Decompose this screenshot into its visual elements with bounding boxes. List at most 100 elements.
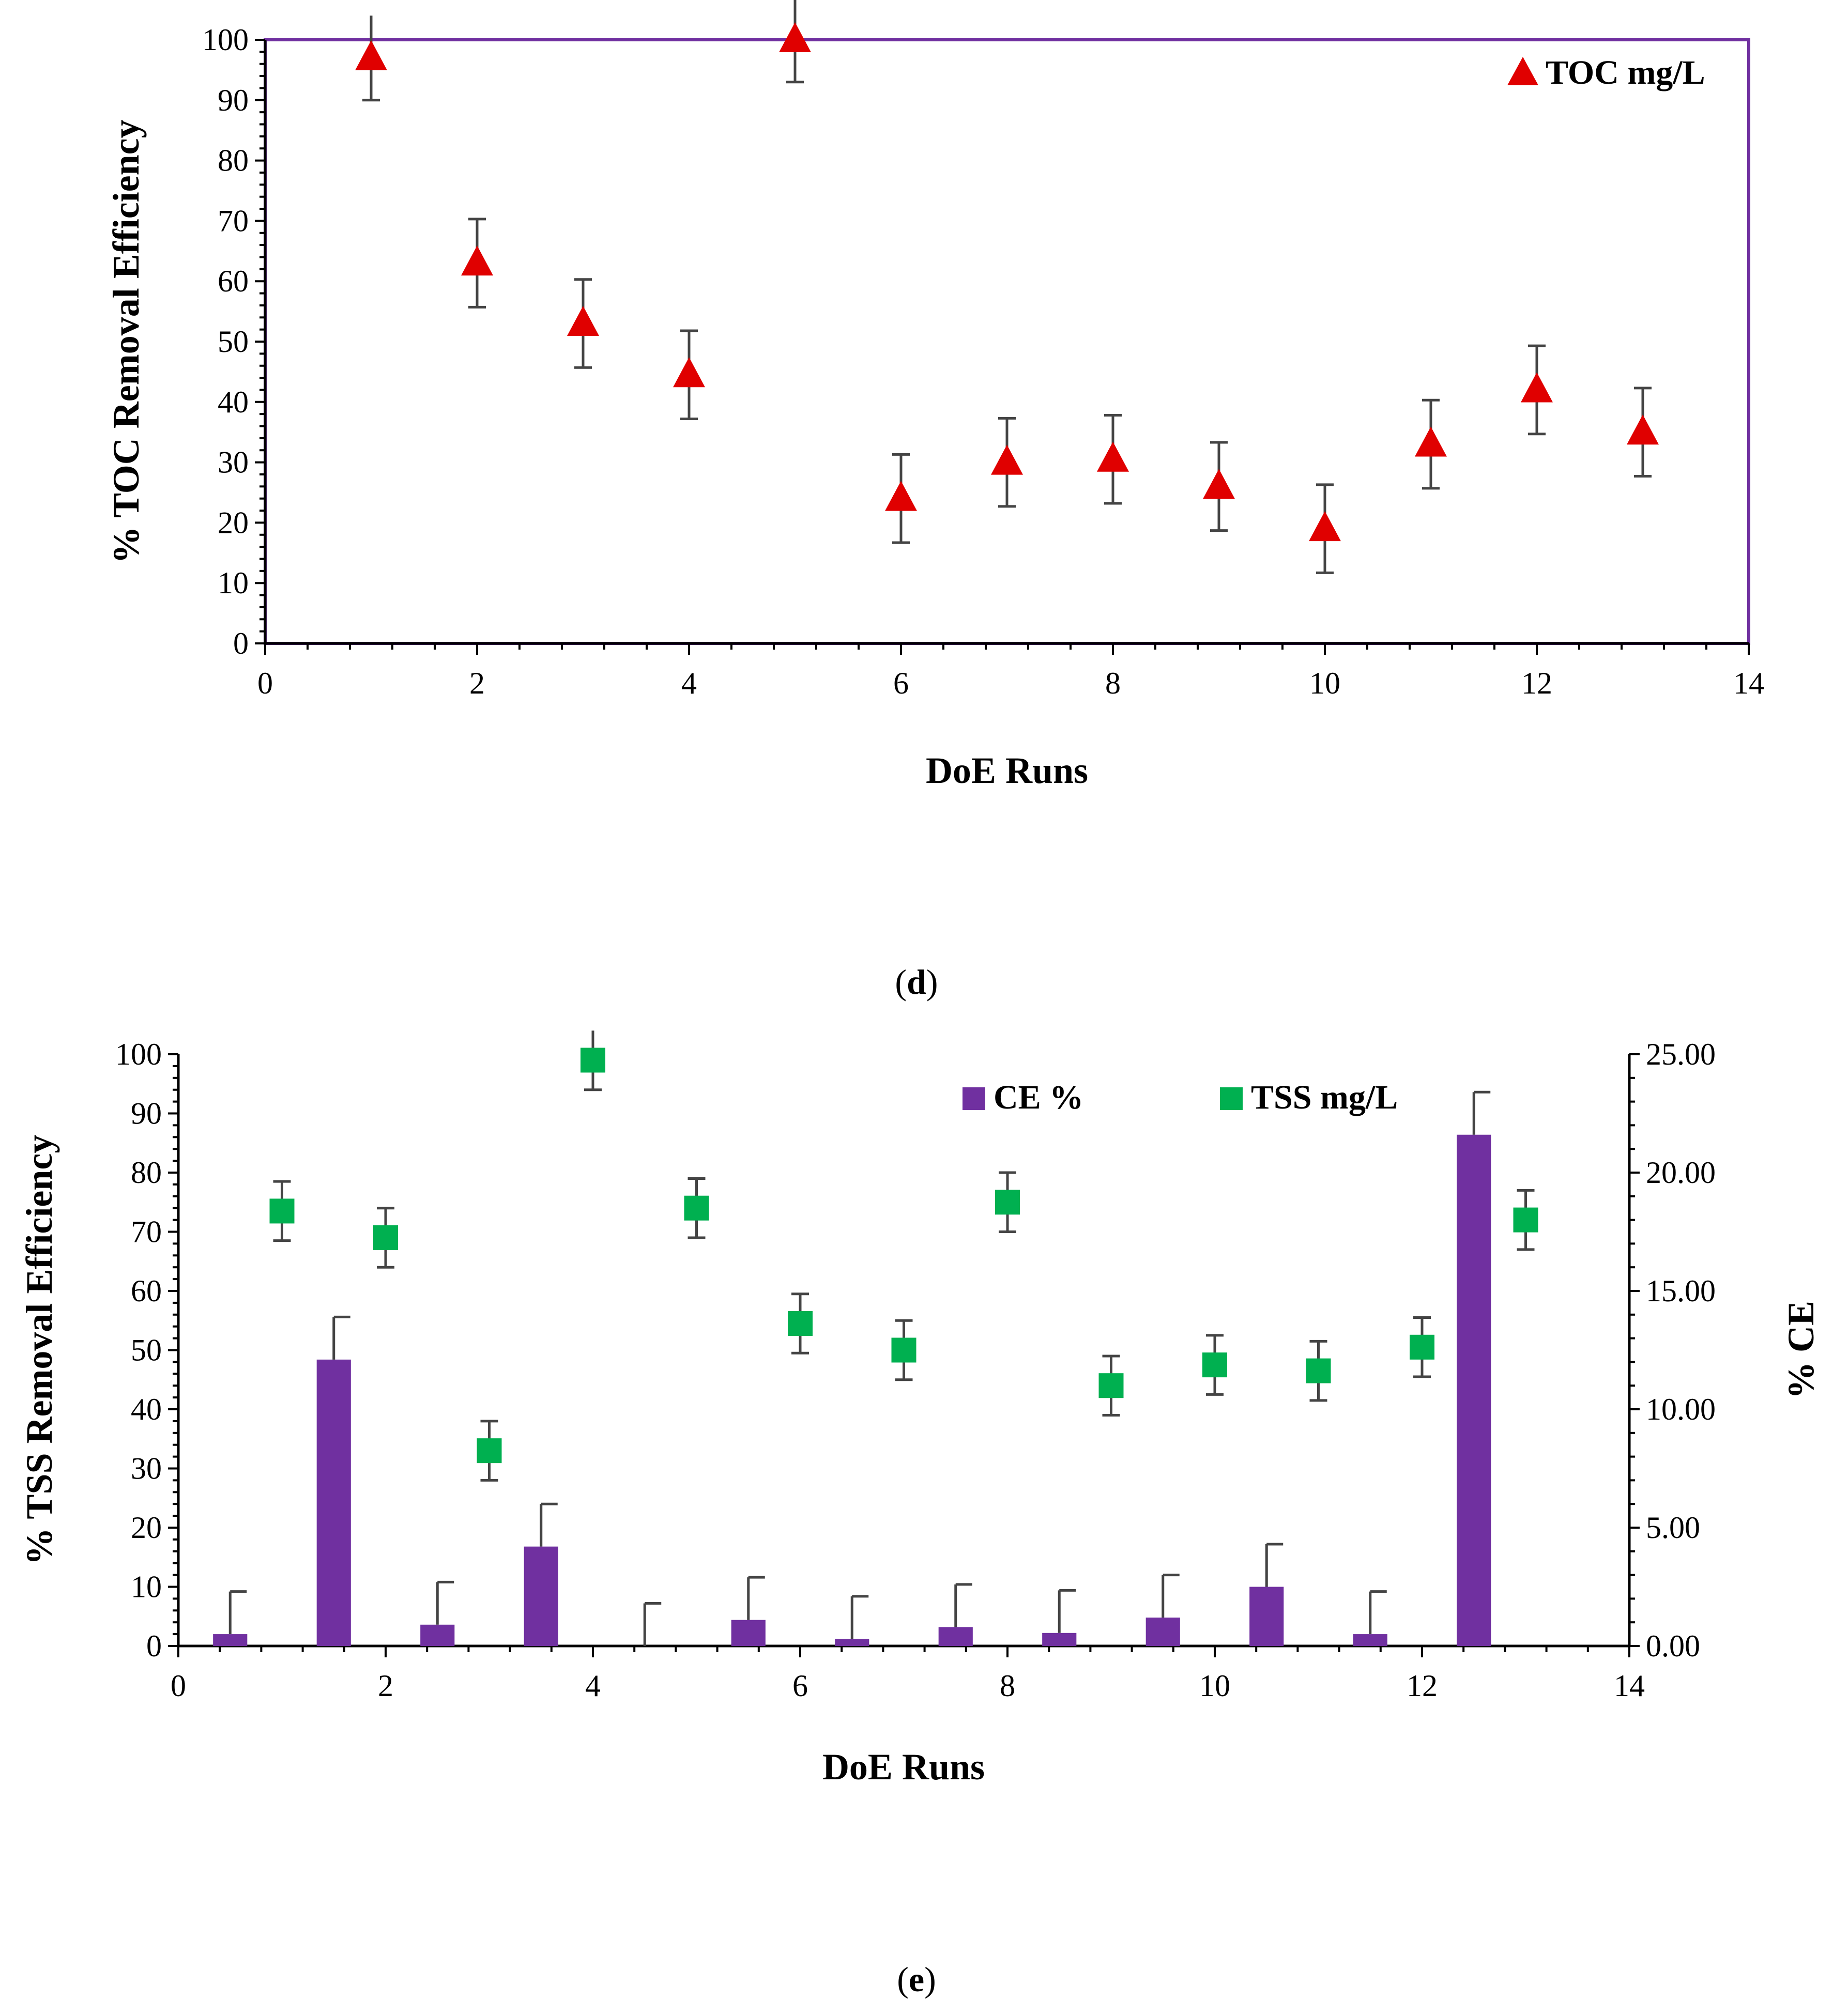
x-tick-label: 10	[1199, 1669, 1230, 1703]
toc-point	[779, 22, 811, 52]
y-tick-label: 20	[131, 1511, 162, 1545]
tss-point	[1410, 1334, 1434, 1360]
x-tick-label: 6	[893, 666, 909, 700]
panel-e-y-axis-title: % TSS Removal Efficiency	[19, 1135, 60, 1565]
panel-e-legend-bar-swatch	[963, 1087, 985, 1110]
y-tick-label: 100	[202, 23, 249, 57]
x-tick-label: 4	[681, 666, 697, 700]
x-tick-label: 12	[1521, 666, 1552, 700]
x-tick-label: 14	[1614, 1669, 1645, 1703]
tss-point	[477, 1438, 502, 1464]
y-tick-label: 40	[218, 385, 249, 419]
x-tick-label: 4	[585, 1669, 601, 1703]
ce-bar	[1042, 1633, 1077, 1646]
panel-d-caption: (d)	[895, 962, 938, 1002]
tss-point	[373, 1225, 398, 1250]
toc-point	[991, 444, 1023, 475]
y2-tick-label: 15.00	[1646, 1274, 1716, 1308]
panel-d-plot-border	[264, 38, 1750, 645]
panel-e-ticks	[168, 1053, 1640, 1657]
y-tick-label: 30	[131, 1452, 162, 1486]
x-tick-label: 12	[1407, 1669, 1438, 1703]
toc-point	[461, 245, 493, 276]
panel-d-tick-labels: 0 10 20 30 40 50 60 70 80 90 100 0 2 4 6 8 10 12 14	[202, 23, 1764, 700]
panel-d-legend-label: TOC mg/L	[1546, 54, 1705, 91]
tss-point	[269, 1198, 295, 1224]
y-tick-label: 40	[131, 1392, 162, 1426]
y-tick-label: 10	[218, 566, 249, 600]
y-tick-label: 60	[131, 1274, 162, 1308]
toc-point	[1097, 441, 1129, 472]
y-tick-label: 0	[146, 1629, 162, 1663]
panel-e-markers	[269, 1048, 1538, 1464]
panel-d-x-axis-title: DoE Runs	[926, 750, 1088, 791]
y-tick-label: 70	[218, 204, 249, 238]
x-tick-label: 0	[171, 1669, 186, 1703]
y2-tick-label: 10.00	[1646, 1392, 1716, 1426]
y-tick-label: 90	[218, 83, 249, 117]
toc-point	[1521, 372, 1553, 403]
tss-point	[891, 1337, 916, 1363]
ce-bar	[524, 1546, 558, 1646]
tss-point	[684, 1195, 709, 1221]
panel-e-legend-label-ce: CE %	[994, 1079, 1083, 1116]
y-tick-label: 100	[115, 1037, 162, 1071]
tss-point	[1098, 1373, 1124, 1398]
y-tick-label: 10	[131, 1570, 162, 1604]
y-tick-label: 30	[218, 445, 249, 480]
panel-e-y2-axis-title: % CE	[1780, 1301, 1822, 1399]
x-tick-label: 0	[257, 666, 273, 700]
tss-point	[995, 1190, 1020, 1215]
panel-e-bars	[213, 1134, 1491, 1646]
toc-point	[567, 305, 599, 336]
panel-e-error-bars	[228, 1030, 1535, 1646]
panel-e: 01020304050607080901000.005.0010.0015.00…	[19, 1030, 1822, 1999]
y-tick-label: 90	[131, 1097, 162, 1131]
tss-point	[788, 1311, 813, 1336]
panel-d-legend-triangle-icon	[1507, 57, 1538, 85]
y-tick-label: 20	[218, 505, 249, 540]
y2-tick-label: 20.00	[1646, 1156, 1716, 1190]
y2-tick-label: 25.00	[1646, 1037, 1716, 1071]
panel-e-legend-label-tss: TSS mg/L	[1251, 1079, 1398, 1116]
tss-point	[1513, 1207, 1538, 1233]
ce-bar	[213, 1634, 248, 1646]
y-tick-label: 70	[131, 1215, 162, 1249]
ce-bar	[1145, 1618, 1180, 1646]
toc-point	[1415, 426, 1447, 457]
panel-d-error-bars	[362, 0, 1652, 574]
tss-point	[1306, 1358, 1331, 1383]
panel-e-legend: CE % TSS mg/L	[963, 1079, 1398, 1116]
panel-d-markers	[355, 22, 1659, 542]
panel-d-ticks	[255, 39, 1750, 655]
ce-bar	[316, 1359, 351, 1646]
toc-point	[355, 40, 387, 71]
ce-bar	[420, 1624, 455, 1646]
y-tick-label: 50	[131, 1333, 162, 1367]
tss-point	[1202, 1352, 1227, 1378]
y-tick-label: 50	[218, 325, 249, 359]
panel-e-x-axis-title: DoE Runs	[822, 1746, 985, 1788]
tss-point	[581, 1048, 605, 1073]
toc-point	[673, 357, 705, 388]
panel-e-caption: (e)	[897, 1960, 936, 1999]
y-tick-label: 0	[233, 626, 249, 660]
panel-d: 0 10 20 30 40 50 60 70 80 90 100 0 2 4 6 8 10 12 14 TOC mg…	[105, 0, 1764, 1002]
ce-bar	[835, 1639, 869, 1646]
panel-d-legend: TOC mg/L	[1507, 54, 1705, 91]
toc-point	[885, 481, 917, 511]
ce-bar	[731, 1620, 766, 1646]
y2-tick-label: 0.00	[1646, 1629, 1700, 1663]
ce-bar	[1249, 1587, 1284, 1646]
panel-d-y-axis-title: % TOC Removal Efficiency	[105, 119, 147, 563]
panel-e-tick-labels: 01020304050607080901000.005.0010.0015.00…	[115, 1037, 1716, 1703]
y-tick-label: 60	[218, 264, 249, 298]
ce-bar	[1457, 1134, 1491, 1646]
toc-point	[1309, 511, 1341, 542]
x-tick-label: 10	[1309, 666, 1340, 700]
ce-bar	[1353, 1634, 1387, 1646]
toc-point	[1627, 414, 1659, 445]
y-tick-label: 80	[218, 144, 249, 178]
toc-point	[1203, 469, 1235, 499]
